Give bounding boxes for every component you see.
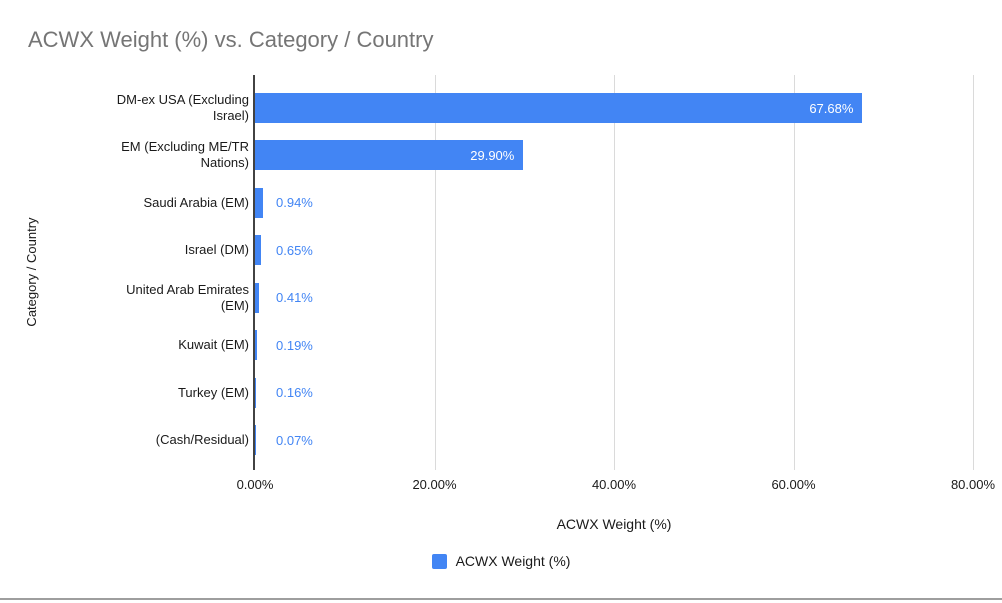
- value-label: 0.94%: [276, 195, 313, 211]
- legend[interactable]: ACWX Weight (%): [0, 553, 1002, 569]
- category-label-line: Israel): [212, 108, 249, 123]
- bar-4[interactable]: [255, 282, 259, 313]
- bar-6[interactable]: [255, 377, 257, 408]
- category-label-line: Saudi Arabia (EM): [143, 194, 250, 210]
- bar-7[interactable]: [255, 425, 256, 456]
- category-label-line: Israel (DM): [184, 242, 249, 258]
- value-label: 0.65%: [276, 242, 313, 258]
- value-label: 0.07%: [276, 432, 313, 448]
- category-label: United Arab Emirates (EM): [126, 282, 249, 314]
- bar-3[interactable]: [255, 235, 261, 266]
- category-label: Turkey (EM): [178, 385, 249, 401]
- category-label-line: Kuwait (EM): [178, 337, 249, 353]
- value-label: 29.90%: [470, 147, 515, 163]
- gridline: [793, 75, 795, 470]
- category-label: (Cash/Residual): [156, 432, 249, 448]
- bar-5[interactable]: [255, 330, 257, 361]
- legend-label: ACWX Weight (%): [455, 553, 571, 569]
- y-axis-line: [253, 75, 255, 470]
- value-label: 67.68%: [809, 100, 854, 116]
- x-tick-label: 40.00%: [591, 477, 637, 492]
- x-tick-label: 80.00%: [950, 477, 996, 492]
- gridline: [973, 75, 974, 470]
- y-axis-title: Category / Country: [24, 217, 39, 327]
- category-label-line: (EM): [220, 297, 249, 313]
- legend-swatch-icon: [431, 553, 447, 569]
- x-tick-label: 20.00%: [412, 477, 457, 492]
- value-label: 0.41%: [276, 290, 313, 306]
- chart-title: ACWX Weight (%) vs. Category / Country: [28, 27, 434, 52]
- category-label-line: EM (Excluding ME/TR: [121, 139, 249, 155]
- bottom-divider: [0, 598, 1002, 600]
- category-label-line: United Arab Emirates: [126, 281, 249, 297]
- bar-2[interactable]: [255, 187, 264, 218]
- category-label: DM-ex USA (Excluding Israel): [117, 92, 249, 124]
- value-label: 0.19%: [276, 337, 313, 353]
- gridline: [614, 75, 615, 470]
- gridline: [434, 75, 436, 470]
- category-label-line: Turkey (EM): [177, 384, 249, 400]
- bar-1[interactable]: [255, 140, 524, 171]
- category-label-line: Nations): [200, 155, 249, 171]
- category-label: Saudi Arabia (EM): [144, 195, 250, 211]
- category-label-line: (Cash/Residual): [155, 432, 249, 448]
- x-tick-label: 0.00%: [236, 477, 274, 492]
- category-label: Israel (DM): [185, 242, 249, 258]
- value-label: 0.16%: [276, 385, 313, 401]
- x-axis-title: ACWX Weight (%): [556, 516, 672, 532]
- bar-0[interactable]: [255, 93, 863, 123]
- x-tick-label: 60.00%: [771, 477, 816, 492]
- category-label: EM (Excluding ME/TR Nations): [121, 139, 249, 171]
- category-label-line: DM-ex USA (Excluding: [116, 92, 249, 107]
- category-label: Kuwait (EM): [178, 337, 249, 353]
